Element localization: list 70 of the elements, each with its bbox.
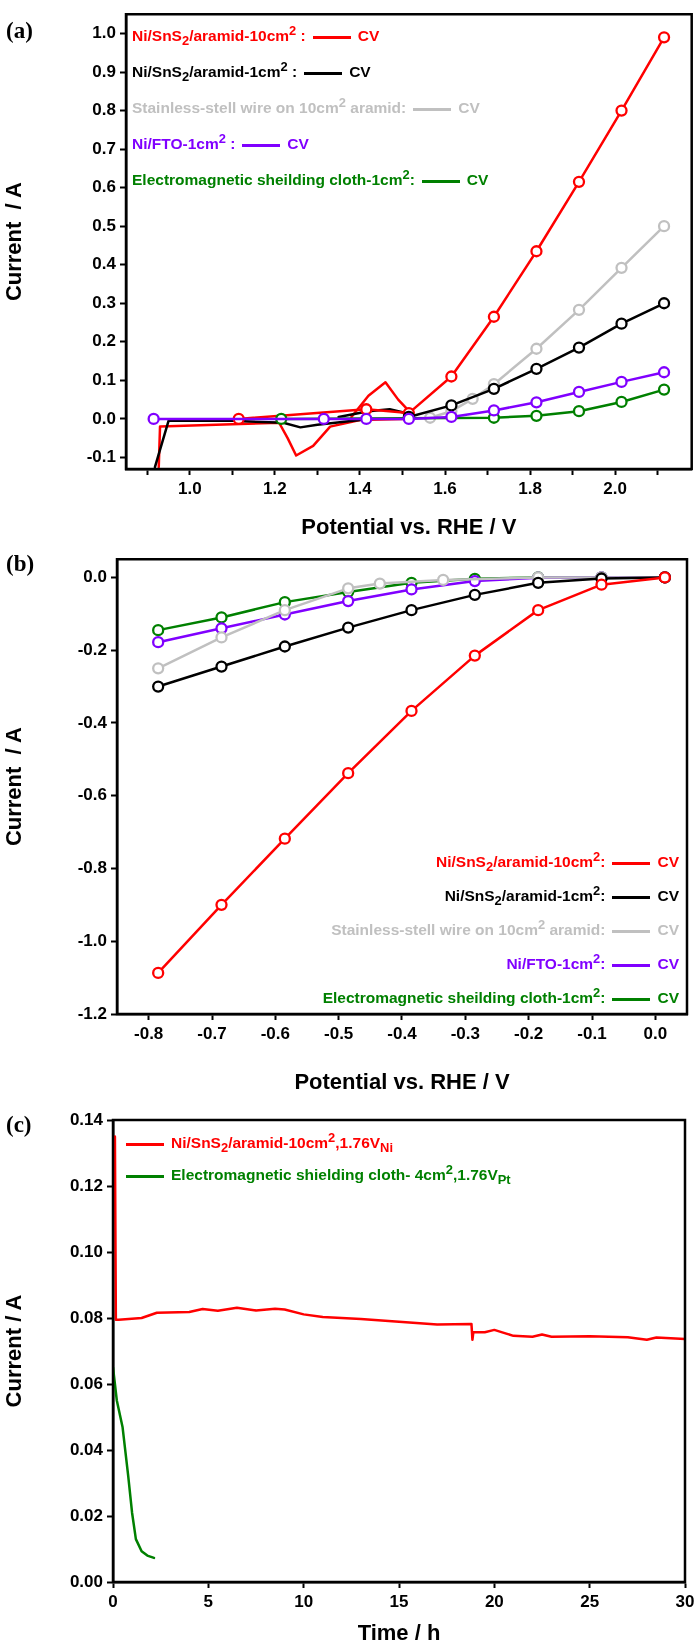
y-tick-label: 0.7 [92,138,116,158]
x-tick-label: -0.3 [450,1023,480,1043]
x-tick-label: -0.1 [577,1023,607,1043]
text: Ni/SnS$_{2}$/aramid-10cm$^{2}$ : CV [132,23,380,49]
x-tick-label: -0.5 [324,1023,354,1043]
x-tick-label: -0.7 [197,1023,227,1043]
text: Ni/SnS$_{2}$/aramid-1cm$^{2}$ : CV [132,59,371,85]
x-tick-label: 20 [484,1591,504,1611]
x-tick-label: 30 [675,1591,695,1611]
x-tick-label: 1.2 [263,478,287,498]
x-tick-label: 15 [389,1591,409,1611]
x-tick-label: 1.4 [348,478,373,498]
x-tick-label: -0.2 [514,1023,544,1043]
x-axis-title: Time / h [357,1619,441,1645]
legend-label: Electromagnetic shielding cloth- 4cm$^{2}$,1.76V$_{Pt}$ [170,1161,511,1188]
y-tick-label: 0.12 [69,1175,103,1195]
x-tick-label: 1.8 [518,478,542,498]
y-tick-label: 0.06 [69,1373,103,1393]
y-tick-label: 0.14 [69,1109,104,1129]
y-tick-label: 0.08 [69,1307,103,1327]
y-tick-label: -0.4 [77,712,108,732]
y-tick-label: -0.6 [77,785,107,805]
x-tick-label: 5 [203,1591,214,1611]
y-tick-label: 1.0 [92,23,116,43]
chart-title: (c) [6,1112,32,1138]
y-tick-label: 0.0 [92,408,116,428]
y-tick-label: 0.10 [69,1241,103,1261]
y-tick-label: 0.1 [92,370,116,390]
y-tick-label: -1.0 [77,930,107,950]
y-tick-label: -1.2 [77,1003,107,1023]
y-tick-label: -0.2 [77,639,107,659]
y-tick-label: -0.8 [77,858,107,878]
x-axis-title: Potential vs. RHE / V [294,1068,510,1094]
y-axis-title: Current / A [1,1294,27,1408]
chart-title: (b) [6,551,35,577]
x-tick-label: 1.0 [177,478,202,498]
x-tick-label: 25 [580,1591,600,1611]
y-tick-label: 0.0 [83,567,107,587]
y-tick-label: 0.3 [92,292,116,312]
y-tick-label: 0.00 [69,1571,103,1591]
text: Ni/SnS$_{2}$/aramid-10cm$^{2}$: CV [436,849,679,875]
text: Stainless-stell wire on 10cm$^{2}$ aramid: CV [331,917,679,939]
y-tick-label: -0.1 [86,447,116,467]
y-tick-label: 0.6 [92,177,116,197]
x-tick-label: -0.8 [134,1023,164,1043]
x-tick-label: 0.0 [643,1023,668,1043]
x-tick-label: -0.4 [387,1023,418,1043]
text: Ni/SnS$_{2}$/aramid-1cm$^{2}$: CV [444,883,679,909]
text: Stainless-stell wire on 10cm$^{2}$ aramid: CV [132,95,480,117]
text: Ni/FTO-1cm$^{2}$: CV [506,951,679,973]
x-tick-label: 0 [108,1591,118,1611]
x-tick-label: 1.6 [433,478,457,498]
x-axis-title: Potential vs. RHE / V [301,513,517,539]
text: Ni/FTO-1cm$^{2}$ : CV [132,131,309,153]
text: Electromagnetic sheilding cloth-1cm$^{2}$: CV [322,985,679,1007]
chart-title: (a) [6,18,33,44]
y-tick-label: 0.9 [92,61,116,81]
x-tick-label: 10 [294,1591,314,1611]
y-tick-label: 0.5 [92,215,116,235]
y-tick-label: 0.02 [69,1505,103,1525]
y-axis-title: Current / A [1,182,27,302]
y-tick-label: 0.04 [69,1439,104,1459]
legend-label: Ni/SnS$_{2}$/aramid-10cm$^{2}$,1.76V$_{Ni}$ [170,1129,394,1156]
x-tick-label: 2.0 [603,478,627,498]
y-axis-title: Current / A [1,727,27,847]
y-tick-label: 0.8 [92,100,116,120]
y-tick-label: 0.4 [92,254,117,274]
text: Electromagnetic sheilding cloth-1cm$^{2}$: CV [132,167,489,189]
x-tick-label: -0.6 [260,1023,290,1043]
y-tick-label: 0.2 [92,331,116,351]
